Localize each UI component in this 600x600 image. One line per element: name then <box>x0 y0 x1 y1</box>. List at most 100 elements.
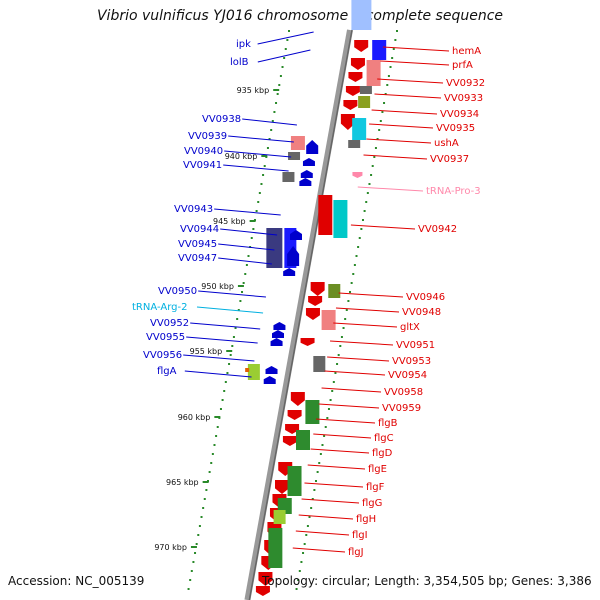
scale-label: 965 kbp <box>166 478 199 487</box>
right-gene-label: prfA <box>452 60 473 71</box>
outer-dot <box>337 354 340 356</box>
outer-dot <box>360 228 363 230</box>
outer-dot <box>365 201 368 203</box>
gene-block <box>321 310 336 330</box>
outer-dot <box>363 210 366 212</box>
outer-dot <box>381 111 384 113</box>
gene-block <box>273 510 286 524</box>
leader-line <box>304 482 364 488</box>
outer-dot <box>329 399 332 401</box>
reverse-gene-arrow <box>273 322 286 330</box>
leader-line <box>321 387 382 393</box>
forward-gene-arrow <box>290 392 305 406</box>
right-gene-label: VV0951 <box>396 340 435 351</box>
outer-dot <box>298 570 301 572</box>
forward-gene-arrow <box>275 480 289 494</box>
right-gene-label: VV0934 <box>440 109 479 120</box>
gene-block <box>352 118 367 140</box>
outer-dot <box>339 345 342 347</box>
scale-dot <box>205 489 208 491</box>
gene-block <box>305 400 320 424</box>
outer-dot <box>303 543 306 545</box>
leader-line <box>298 514 354 520</box>
right-gene-label: VV0935 <box>436 123 475 134</box>
right-gene-label: VV0959 <box>382 403 421 414</box>
right-gene-label: flgD <box>372 448 393 459</box>
outer-dot <box>306 525 309 527</box>
scale-dot <box>252 228 255 230</box>
outer-dot <box>324 426 327 428</box>
leader-line <box>318 403 380 409</box>
outer-dot <box>316 471 319 473</box>
scale-dot <box>231 345 234 347</box>
forward-gene-arrow <box>345 86 360 96</box>
right-gene-label: tRNA-Pro-3 <box>426 186 481 197</box>
outer-dot <box>396 30 398 32</box>
leader-line <box>183 354 255 362</box>
scale-dot <box>283 57 286 59</box>
outer-dot <box>355 255 358 257</box>
scale-dot <box>241 291 244 293</box>
reverse-gene-arrow <box>300 170 313 178</box>
outer-dot <box>391 57 394 59</box>
outer-dot <box>336 363 339 365</box>
right-gene-label: flgH <box>356 514 376 525</box>
right-gene-label: VV0933 <box>444 93 483 104</box>
accession-text: Accession: NC_005139 <box>8 574 145 588</box>
scale-dot <box>211 453 214 455</box>
forward-gene-arrow <box>305 308 320 320</box>
right-gene-labels: hemA prfA VV0932 VV0933 VV0934 VV0935 ushA VV09… <box>292 46 485 558</box>
scale-dot <box>239 300 242 302</box>
scale-dot <box>273 111 276 113</box>
scale-dot <box>189 579 192 581</box>
right-gene-label: VV0954 <box>388 370 427 381</box>
forward-gene-arrow <box>340 114 355 130</box>
leader-line <box>338 292 404 298</box>
scale-track: 935 kbp 940 kbp 945 kbp 950 kbp 955 kbp 960 k… <box>154 86 280 552</box>
gene-block <box>245 368 250 372</box>
scale-dot <box>213 444 216 446</box>
scale-dot <box>203 498 206 500</box>
leader-line <box>377 78 444 84</box>
right-gene-label: flgF <box>366 482 385 493</box>
leader-line <box>333 322 398 328</box>
right-gene-label: VV0946 <box>406 292 445 303</box>
outer-dot <box>297 579 300 581</box>
left-gene-label: VV0938 <box>202 114 241 125</box>
scale-dot <box>195 543 198 545</box>
outer-dot <box>371 165 374 167</box>
outer-dot <box>305 534 308 536</box>
outer-dot <box>389 66 392 68</box>
reverse-gene-arrow <box>306 140 319 154</box>
leader-line <box>324 370 386 376</box>
leader-line <box>369 123 434 129</box>
right-gene-label: hemA <box>452 46 481 57</box>
outer-dot <box>344 318 347 320</box>
scale-label: 950 kbp <box>201 282 234 291</box>
scale-dot <box>208 471 211 473</box>
scale-dot <box>257 201 260 203</box>
left-gene-label: flgA <box>157 366 177 377</box>
scale-dot <box>192 561 195 563</box>
outer-dot <box>379 120 382 122</box>
scale-dot <box>223 390 226 392</box>
reverse-gene-arrow <box>270 338 283 346</box>
outer-dot <box>315 480 317 482</box>
leader-line <box>366 138 432 144</box>
outer-dot <box>386 84 389 86</box>
outer-dot <box>334 372 337 374</box>
right-gene-label: ushA <box>434 138 459 149</box>
outer-dot <box>358 237 361 239</box>
leader-line <box>186 336 258 344</box>
left-gene-label: VV0943 <box>174 204 213 215</box>
leader-line <box>363 154 428 160</box>
outer-dot <box>311 498 314 500</box>
outer-dot <box>308 516 311 518</box>
leader-line <box>357 186 424 192</box>
left-gene-label: VV0945 <box>178 239 217 250</box>
leader-line <box>257 31 314 45</box>
forward-gene-arrow <box>282 436 297 446</box>
outer-dot <box>327 408 330 410</box>
scale-dot <box>216 426 219 428</box>
left-gene-label: lolB <box>230 57 249 68</box>
